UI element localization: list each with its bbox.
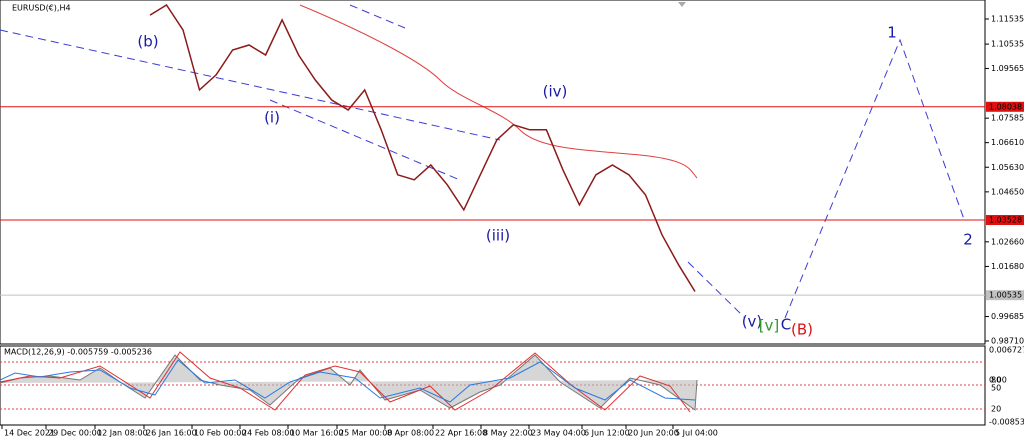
macd-indicator	[0, 351, 985, 413]
price-label: 1.10535	[991, 40, 1024, 49]
price-label: 1.04650	[991, 187, 1024, 196]
level-tag	[986, 215, 1024, 226]
price-label: 0.98710	[991, 337, 1024, 346]
wave-label: (b)	[137, 33, 158, 51]
price-label: 1.07585	[991, 114, 1024, 123]
time-label: 6 Jun 12:00	[584, 429, 630, 438]
wave-label: (iii)	[486, 227, 510, 245]
price-label: 1.05630	[991, 163, 1024, 172]
time-label: 24 Feb 08:00	[242, 429, 294, 438]
moving-average	[299, 4, 698, 179]
wave-label: 1	[887, 24, 897, 42]
time-label: 8 Apr 08:00	[387, 429, 434, 438]
level-label: 1.03528	[989, 216, 1022, 225]
level-tag	[986, 101, 1024, 112]
time-label: 25 Mar 00:00	[339, 429, 392, 438]
time-label: 10 Mar 16:00	[290, 429, 343, 438]
wave-label: (i)	[264, 109, 280, 127]
price-label: 1.01680	[991, 262, 1024, 271]
main-panel	[0, 0, 986, 345]
time-label: 8 May 22:00	[483, 429, 533, 438]
time-label: 29 Dec 00:00	[48, 429, 102, 438]
time-label: 26 Jan 16:00	[146, 429, 197, 438]
price-label: 1.11535	[991, 14, 1024, 23]
macd-axis-label: 50	[991, 384, 1001, 393]
macd-title: MACD(12,26,9) -0.005759 -0.005236	[4, 348, 152, 357]
macd-axis-label: -0.008539	[989, 418, 1024, 427]
time-label: 10 Feb 00:00	[194, 429, 246, 438]
price-label: 1.02660	[991, 237, 1024, 246]
price-label: 1.06610	[991, 138, 1024, 147]
time-label: 5 Jul 04:00	[675, 429, 718, 438]
wave-label: (v)	[742, 313, 763, 331]
time-label: 22 Apr 16:00	[435, 429, 487, 438]
level-tag	[986, 290, 1024, 301]
shift-marker	[678, 2, 686, 7]
wave-label: (iv)	[543, 83, 568, 101]
time-label: 14 Dec 2021	[4, 429, 55, 438]
macd-axis-label: 0.00	[989, 376, 1007, 385]
symbol-title: EURUSD(€),H4	[12, 4, 71, 13]
macd-axis-label: 20	[991, 405, 1001, 414]
time-label: 12 Jan 08:00	[97, 429, 148, 438]
price-line	[149, 3, 696, 292]
wave-label: 2	[963, 231, 973, 249]
price-label: 1.09565	[991, 64, 1024, 73]
wave-label: [v]	[759, 317, 780, 335]
time-label: 20 Jun 20:00	[628, 429, 679, 438]
time-label: 23 May 04:00	[531, 429, 586, 438]
wave-label: C	[781, 316, 791, 334]
price-label: 0.99685	[991, 312, 1024, 321]
wave-label: (B)	[791, 321, 813, 339]
level-label: 1.00535	[989, 291, 1022, 300]
level-label: 1.08038	[989, 102, 1022, 111]
macd-axis-label: 80	[991, 376, 1001, 385]
macd-axis-label: 0.006727	[989, 346, 1024, 355]
